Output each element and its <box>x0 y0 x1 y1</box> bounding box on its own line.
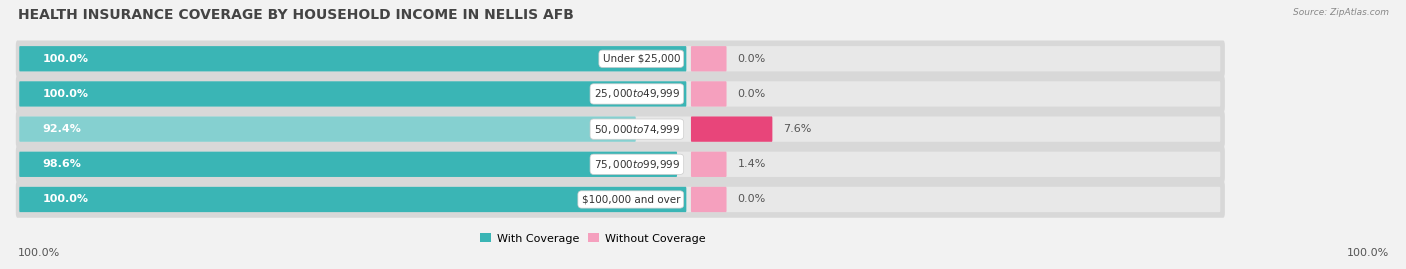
FancyBboxPatch shape <box>20 46 1220 72</box>
FancyBboxPatch shape <box>15 76 1225 112</box>
Text: 100.0%: 100.0% <box>18 248 60 258</box>
Text: 100.0%: 100.0% <box>42 89 89 99</box>
Text: 98.6%: 98.6% <box>42 159 82 169</box>
FancyBboxPatch shape <box>690 187 727 212</box>
Text: 1.4%: 1.4% <box>738 159 766 169</box>
FancyBboxPatch shape <box>20 187 686 212</box>
Text: 100.0%: 100.0% <box>42 54 89 64</box>
Text: 0.0%: 0.0% <box>738 89 766 99</box>
FancyBboxPatch shape <box>20 152 1220 177</box>
FancyBboxPatch shape <box>15 40 1225 77</box>
FancyBboxPatch shape <box>20 46 686 72</box>
Text: $75,000 to $99,999: $75,000 to $99,999 <box>593 158 681 171</box>
FancyBboxPatch shape <box>20 116 1220 142</box>
Legend: With Coverage, Without Coverage: With Coverage, Without Coverage <box>475 229 710 248</box>
FancyBboxPatch shape <box>20 81 686 107</box>
Text: 100.0%: 100.0% <box>42 194 89 204</box>
Text: 0.0%: 0.0% <box>738 194 766 204</box>
Text: 0.0%: 0.0% <box>738 54 766 64</box>
Text: Under $25,000: Under $25,000 <box>603 54 681 64</box>
Text: $25,000 to $49,999: $25,000 to $49,999 <box>593 87 681 100</box>
Text: 100.0%: 100.0% <box>1347 248 1389 258</box>
FancyBboxPatch shape <box>20 116 636 142</box>
Text: HEALTH INSURANCE COVERAGE BY HOUSEHOLD INCOME IN NELLIS AFB: HEALTH INSURANCE COVERAGE BY HOUSEHOLD I… <box>18 8 574 22</box>
FancyBboxPatch shape <box>15 181 1225 218</box>
FancyBboxPatch shape <box>15 146 1225 183</box>
Text: 92.4%: 92.4% <box>42 124 82 134</box>
FancyBboxPatch shape <box>690 46 727 72</box>
FancyBboxPatch shape <box>20 152 678 177</box>
FancyBboxPatch shape <box>15 111 1225 147</box>
FancyBboxPatch shape <box>690 152 727 177</box>
FancyBboxPatch shape <box>690 116 772 142</box>
FancyBboxPatch shape <box>20 81 1220 107</box>
Text: $50,000 to $74,999: $50,000 to $74,999 <box>593 123 681 136</box>
FancyBboxPatch shape <box>20 187 1220 212</box>
FancyBboxPatch shape <box>690 81 727 107</box>
Text: Source: ZipAtlas.com: Source: ZipAtlas.com <box>1294 8 1389 17</box>
Text: 7.6%: 7.6% <box>783 124 811 134</box>
Text: $100,000 and over: $100,000 and over <box>582 194 681 204</box>
